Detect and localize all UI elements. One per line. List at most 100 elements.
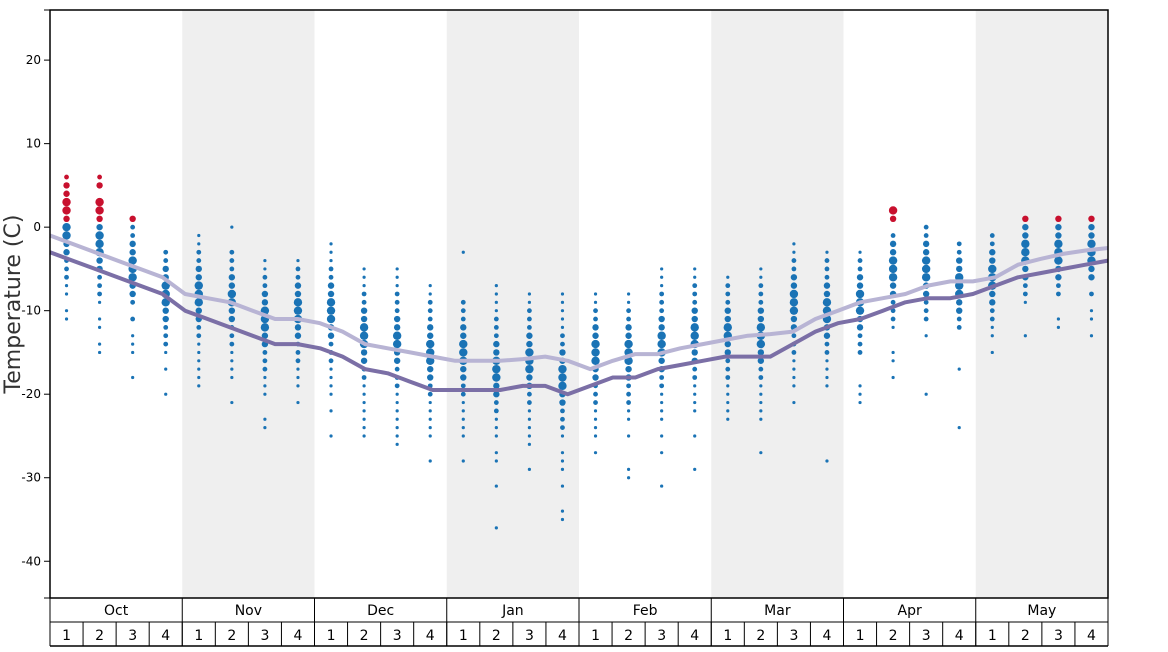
cold-point: [593, 400, 598, 405]
week-label: 2: [756, 628, 765, 644]
cold-point: [560, 341, 565, 347]
cold-point: [559, 349, 566, 356]
week-label: 2: [227, 628, 236, 644]
cold-point: [989, 241, 995, 247]
cold-point: [660, 284, 664, 288]
cold-point: [63, 249, 70, 256]
cold-point: [427, 391, 433, 397]
cold-point: [64, 317, 69, 321]
cold-point: [560, 317, 565, 321]
cold-point: [296, 400, 300, 405]
cold-point: [527, 316, 532, 322]
cold-point: [362, 409, 366, 413]
cold-point: [263, 258, 267, 263]
cold-point: [989, 299, 996, 306]
cold-point: [890, 299, 896, 305]
cold-point: [759, 417, 763, 421]
cold-point: [792, 250, 796, 254]
cold-point: [658, 324, 665, 331]
cold-point: [890, 308, 896, 314]
cold-point: [362, 400, 366, 405]
cold-point: [659, 299, 665, 305]
cold-point: [460, 383, 466, 389]
cold-point: [228, 282, 236, 289]
cold-point: [660, 417, 664, 421]
cold-point: [526, 374, 533, 381]
cold-point: [263, 417, 267, 421]
cold-point: [923, 224, 929, 230]
cold-point: [461, 409, 465, 413]
cold-point: [360, 349, 368, 356]
cold-point: [525, 364, 534, 374]
cold-point: [890, 316, 896, 322]
cold-point: [229, 249, 235, 255]
cold-point: [527, 417, 532, 421]
cold-point: [1089, 291, 1094, 297]
week-label: 3: [393, 628, 402, 644]
cold-point: [725, 358, 731, 364]
month-label: Mar: [764, 603, 791, 619]
cold-point: [1021, 248, 1030, 257]
warm-point: [889, 215, 897, 223]
cold-point: [990, 325, 994, 329]
warm-point: [63, 182, 70, 189]
y-tick-label: 0: [33, 220, 41, 234]
cold-point: [131, 375, 135, 380]
cold-point: [329, 242, 333, 246]
cold-point: [1089, 309, 1094, 313]
cold-point: [163, 249, 169, 255]
warm-point: [96, 215, 103, 223]
cold-point: [625, 365, 632, 373]
cold-point: [359, 323, 369, 332]
cold-point: [792, 400, 796, 405]
cold-point: [427, 374, 434, 381]
cold-point: [426, 339, 435, 349]
mean-temperature-line: [49, 233, 1109, 372]
y-tick-label: -10: [21, 304, 41, 318]
cold-point: [261, 299, 269, 306]
cold-point: [560, 292, 565, 296]
cold-point: [1089, 334, 1094, 338]
cold-point: [461, 250, 465, 254]
cold-point: [494, 309, 498, 313]
cold-point: [888, 264, 898, 274]
cold-point: [195, 307, 202, 314]
cold-point: [791, 258, 797, 263]
cold-point: [460, 316, 466, 322]
cold-point: [494, 484, 498, 488]
cold-point: [293, 298, 303, 307]
week-label: 4: [294, 628, 303, 644]
month-label: Oct: [104, 603, 129, 619]
cold-point: [64, 274, 69, 280]
cold-point: [294, 290, 302, 298]
cold-point: [725, 299, 731, 305]
cold-point: [1023, 300, 1027, 304]
cold-point: [989, 290, 996, 298]
cold-point: [197, 359, 201, 363]
cold-point: [461, 426, 465, 430]
cold-point: [990, 334, 994, 338]
y-axis: -40 -30 -20 -10 0 10 20: [21, 9, 50, 599]
cold-point: [459, 339, 468, 349]
cold-point: [955, 273, 964, 282]
cold-point: [362, 284, 366, 288]
cold-point: [494, 417, 498, 421]
cold-point: [64, 284, 69, 288]
cold-point: [1056, 283, 1061, 289]
cold-point: [329, 434, 333, 438]
cold-point: [724, 340, 731, 348]
cold-point: [593, 300, 598, 304]
cold-point: [693, 409, 697, 413]
cold-point: [724, 349, 731, 356]
cold-point: [1054, 239, 1063, 249]
cold-point: [494, 426, 498, 430]
cold-point: [64, 309, 69, 313]
cold-point: [493, 382, 500, 390]
cold-point: [329, 250, 333, 254]
month-label: Apr: [898, 603, 922, 619]
cold-point: [923, 308, 929, 314]
cold-point: [195, 274, 202, 281]
cold-point: [724, 307, 731, 314]
cold-point: [591, 348, 600, 357]
cold-point: [560, 484, 565, 488]
